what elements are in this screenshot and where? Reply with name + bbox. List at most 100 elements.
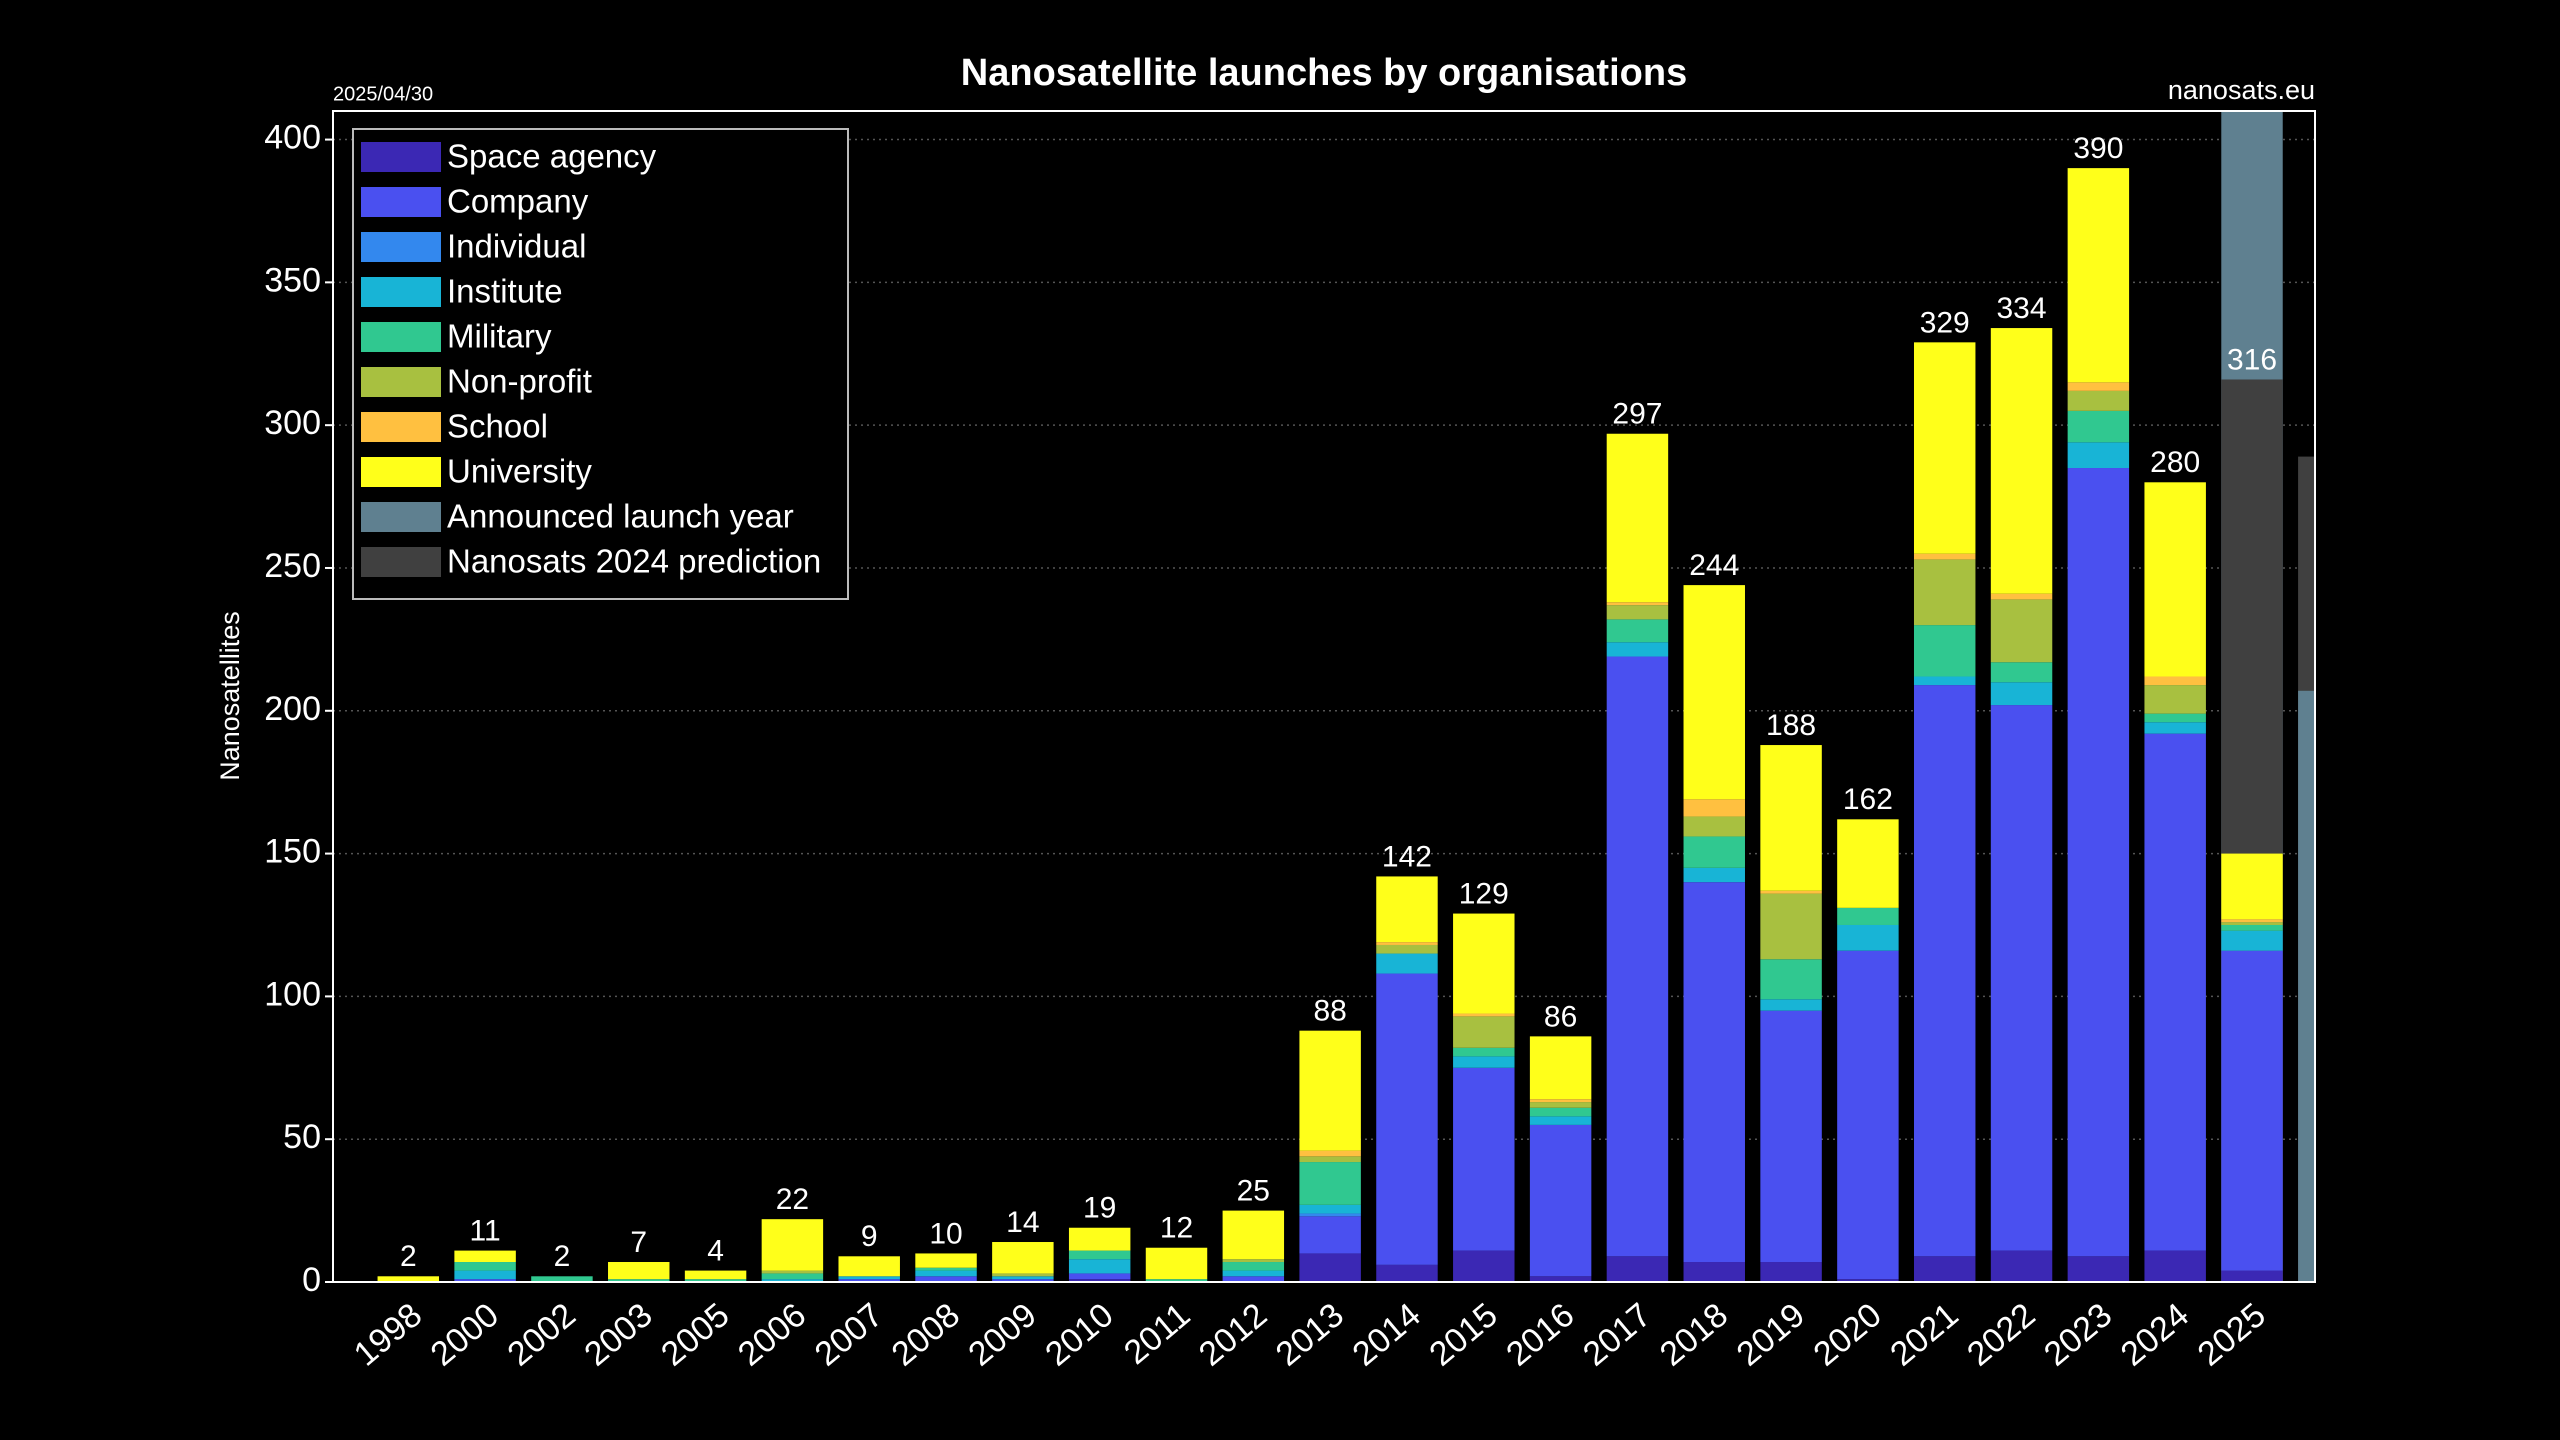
legend-label: Nanosats 2024 prediction — [447, 543, 821, 580]
bar-segment — [1760, 1010, 1822, 1263]
bar-segment — [454, 1270, 516, 1280]
bar-segment — [1837, 924, 1899, 951]
total-label: 11 — [470, 1215, 501, 1248]
total-label: 142 — [1382, 840, 1432, 873]
bar-segment — [1376, 973, 1438, 1265]
bar-segment — [1453, 1013, 1515, 1017]
legend-label: Military — [447, 318, 552, 355]
total-label: 86 — [1544, 1000, 1577, 1033]
bar-segment — [1529, 1116, 1592, 1125]
bar-segment — [2067, 1256, 2130, 1282]
total-label: 329 — [1920, 306, 1970, 339]
bar-segment — [1068, 1227, 1131, 1251]
bar-segment — [2067, 410, 2130, 443]
bar-segment — [2067, 468, 2130, 1257]
bar-segment — [1837, 950, 1899, 1280]
y-tick-label: 300 — [264, 404, 321, 442]
legend-swatch — [361, 547, 441, 577]
bar-segment — [684, 1270, 747, 1280]
chart-title: Nanosatellite launches by organisations — [961, 52, 1687, 94]
bar-segment — [1837, 1279, 1899, 1282]
bar-segment — [2144, 1250, 2206, 1282]
y-tick-label: 200 — [264, 690, 321, 728]
bar-segment — [1299, 1030, 1361, 1151]
bar-segment — [1529, 1102, 1592, 1108]
bar-segment — [1760, 890, 1822, 894]
bar-segment — [684, 1279, 747, 1282]
bar-segment — [1606, 656, 1669, 1257]
bar-segment — [992, 1242, 1054, 1274]
bar-segment — [761, 1273, 824, 1280]
bar-segment — [1068, 1279, 1131, 1282]
bar-segment — [1990, 328, 2053, 594]
bar-segment — [1606, 605, 1669, 620]
bar-segment — [2144, 733, 2206, 1251]
bar-segment — [1606, 433, 1669, 603]
bar-segment — [2067, 382, 2130, 391]
bar-segment — [1760, 893, 1822, 960]
bar-segment — [1376, 944, 1438, 954]
bar-segment — [1913, 342, 1976, 554]
bar-segment — [1299, 1204, 1361, 1214]
bar-segment — [454, 1250, 516, 1263]
total-label: 162 — [1843, 783, 1893, 816]
total-label: 334 — [1997, 292, 2047, 325]
bar-segment — [1760, 959, 1822, 1000]
bar-segment — [1222, 1276, 1285, 1282]
bar-segment — [838, 1256, 900, 1277]
bar-segment — [1683, 836, 1745, 868]
bar-segment — [761, 1219, 824, 1271]
bar-segment — [2221, 1270, 2283, 1282]
bar-segment — [1453, 1067, 1515, 1251]
bar-segment — [1222, 1259, 1285, 1263]
bar-segment — [608, 1262, 670, 1280]
source-label: nanosats.eu — [2168, 75, 2315, 105]
bar-segment — [1529, 1036, 1592, 1100]
bar-segment — [1299, 1216, 1361, 1254]
date-label: 2025/04/30 — [333, 83, 433, 105]
total-label: 88 — [1313, 995, 1346, 1028]
legend-swatch — [361, 277, 441, 307]
bar-segment — [1222, 1210, 1285, 1260]
bar-segment — [2144, 713, 2206, 723]
bar-segment — [1299, 1156, 1361, 1163]
legend-label: Announced launch year — [447, 498, 794, 535]
bar-segment — [454, 1279, 516, 1282]
total-label: 280 — [2150, 446, 2200, 479]
total-label: 12 — [1160, 1212, 1193, 1245]
bar-segment — [2221, 930, 2283, 951]
bar-segment — [1068, 1259, 1131, 1274]
bar-segment — [761, 1270, 824, 1274]
total-label: 19 — [1083, 1192, 1116, 1225]
bar-segment — [1068, 1273, 1131, 1280]
legend-swatch — [361, 232, 441, 262]
bar-segment — [1529, 1099, 1592, 1103]
total-label: 188 — [1766, 709, 1816, 742]
bar-segment — [1760, 999, 1822, 1011]
total-label: 390 — [2073, 132, 2123, 165]
bar-segment — [1376, 942, 1438, 945]
bar-segment — [1453, 913, 1515, 1014]
bar-segment — [1145, 1247, 1208, 1280]
bar-segment — [1683, 585, 1745, 800]
bar-segment — [1145, 1279, 1208, 1282]
bar-segment — [1453, 1016, 1515, 1048]
bar-segment — [915, 1276, 977, 1282]
bar-segment — [2067, 390, 2130, 411]
bar-segment — [1837, 819, 1899, 908]
y-tick-label: 350 — [264, 261, 321, 299]
bar-segment — [915, 1270, 977, 1277]
bar-segment — [2144, 685, 2206, 714]
total-label: 22 — [776, 1183, 809, 1216]
bar-segment — [1299, 1162, 1361, 1205]
bar-segment — [1683, 816, 1745, 837]
y-axis-label: Nanosatellites — [215, 611, 245, 781]
legend-swatch — [361, 502, 441, 532]
bar-segment — [377, 1276, 440, 1282]
bar-segment — [2067, 442, 2130, 469]
legend-swatch — [361, 322, 441, 352]
total-label: 4 — [707, 1234, 724, 1267]
legend-swatch — [361, 142, 441, 172]
legend-label: Individual — [447, 228, 586, 265]
